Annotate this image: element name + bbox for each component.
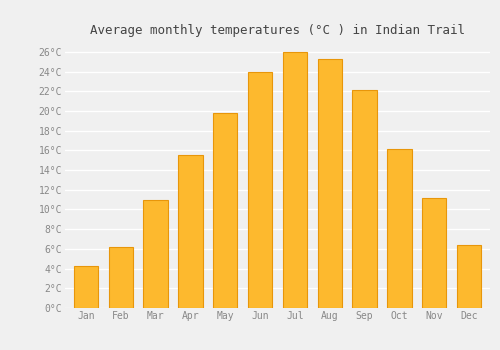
Bar <box>318 59 342 308</box>
Bar <box>457 245 481 308</box>
Bar <box>74 266 98 308</box>
Bar <box>213 113 238 308</box>
Bar <box>248 71 272 308</box>
Bar <box>108 247 133 308</box>
Bar <box>387 149 411 308</box>
Bar <box>422 198 446 308</box>
Bar <box>178 155 203 308</box>
Bar <box>282 52 307 308</box>
Title: Average monthly temperatures (°C ) in Indian Trail: Average monthly temperatures (°C ) in In… <box>90 24 465 37</box>
Bar <box>352 90 377 308</box>
Bar <box>144 199 168 308</box>
